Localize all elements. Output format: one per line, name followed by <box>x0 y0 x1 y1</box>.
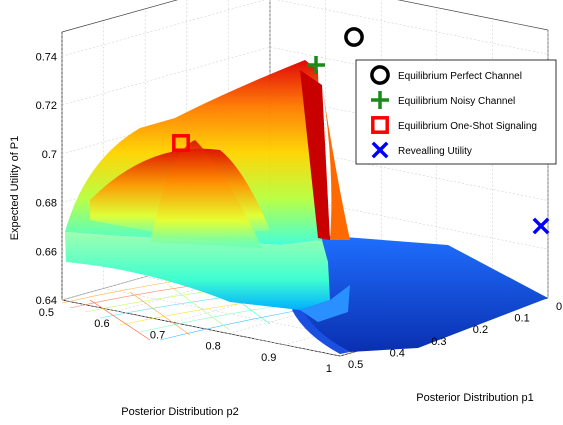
grid-line <box>269 193 549 250</box>
legend-entry-label: Equilibrium Perfect Channel <box>398 71 522 82</box>
blue-floor-fringe <box>292 305 350 354</box>
blue-floor-surface <box>300 235 548 352</box>
utility-surface-ridge-2 <box>150 140 262 248</box>
grid-line <box>61 299 341 357</box>
utility-surface-spike <box>300 70 330 240</box>
z-axis-label: Expected Utility of P1 <box>9 136 21 241</box>
z-tick-label: 0.66 <box>36 246 57 258</box>
p2-tick-label: 0.7 <box>150 329 165 341</box>
p2-tick-label: 0.9 <box>261 352 276 364</box>
p2-tick-label: 0.6 <box>94 318 109 330</box>
p1-tick-label: 0.5 <box>348 359 363 371</box>
legend-marker-circle <box>370 65 390 85</box>
axis-labels: Expected Utility of P1 Posterior Distribu… <box>9 136 534 418</box>
z-tick-label: 0.74 <box>36 51 57 63</box>
z-tick-label: 0.68 <box>36 198 57 210</box>
marker-x <box>532 217 550 235</box>
utility-surface-flank <box>322 85 350 240</box>
utility-surface-drop <box>300 285 350 322</box>
p1-tick-label: 0.4 <box>390 347 405 359</box>
p1-axis-label: Posterior Distribution p1 <box>416 392 533 404</box>
grid-line <box>61 0 266 57</box>
legend-marker-plus <box>371 91 389 109</box>
box-top-right-edge <box>397 0 549 31</box>
marker-plus <box>307 56 325 74</box>
p2-tick-label: 1 <box>326 363 332 375</box>
z-tick-label: 0.64 <box>36 295 57 307</box>
grid-line <box>269 144 549 201</box>
tick-labels: 0.64 0.66 0.68 0.7 0.72 0.74 0.5 0.6 0.7 0.8 0.9 1 0… <box>36 51 563 375</box>
marker-square <box>172 134 190 152</box>
legend: Equilibrium Perfect Channel Equilibrium N… <box>355 59 557 165</box>
p1-tick-label: 0.1 <box>514 313 529 325</box>
legend-entry-label: Equilibrium One-Shot Signaling <box>398 121 537 132</box>
p1-tick-label: 0.3 <box>431 336 446 348</box>
legend-marker-square <box>371 116 389 134</box>
legend-entry-label: Revealling Utility <box>398 146 472 157</box>
p2-axis-label: Posterior Distribution p2 <box>121 406 238 418</box>
marker-x-b <box>532 217 550 235</box>
data-markers <box>172 27 550 235</box>
legend-marker-x-b <box>371 141 389 159</box>
z-tick-label: 0.7 <box>42 149 57 161</box>
legend-entry-label: Equilibrium Noisy Channel <box>398 96 515 107</box>
p1-tick-label: 0 <box>556 301 562 313</box>
p1-tick-label: 0.2 <box>473 324 488 336</box>
grid-line <box>276 0 549 55</box>
marker-circle <box>344 27 364 47</box>
p2-tick-label: 0.8 <box>206 341 221 353</box>
p2-tick-label: 0.5 <box>39 307 54 319</box>
legend-marker-x <box>371 141 389 159</box>
utility-surface-front <box>65 232 330 310</box>
z-tick-label: 0.72 <box>36 100 57 112</box>
box-top-left-edge <box>61 0 179 33</box>
